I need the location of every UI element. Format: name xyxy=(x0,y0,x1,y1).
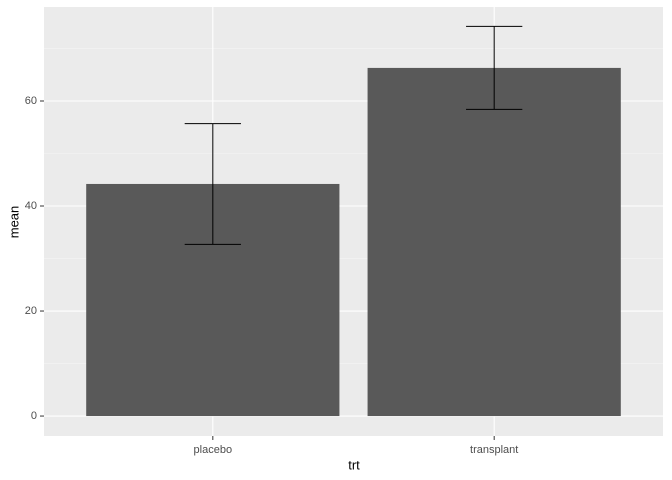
x-tick-label: placebo xyxy=(194,444,233,456)
y-tick-label: 60 xyxy=(25,95,37,107)
y-tick-label: 40 xyxy=(25,200,37,212)
x-tick-label: transplant xyxy=(470,444,518,456)
error-bar xyxy=(184,123,241,245)
y-axis-title: mean xyxy=(6,206,21,239)
x-axis-title: trt xyxy=(348,457,360,472)
y-tick-label: 0 xyxy=(31,410,37,422)
y-tick-label: 20 xyxy=(25,305,37,317)
bar xyxy=(367,67,621,417)
error-bar xyxy=(466,25,523,110)
